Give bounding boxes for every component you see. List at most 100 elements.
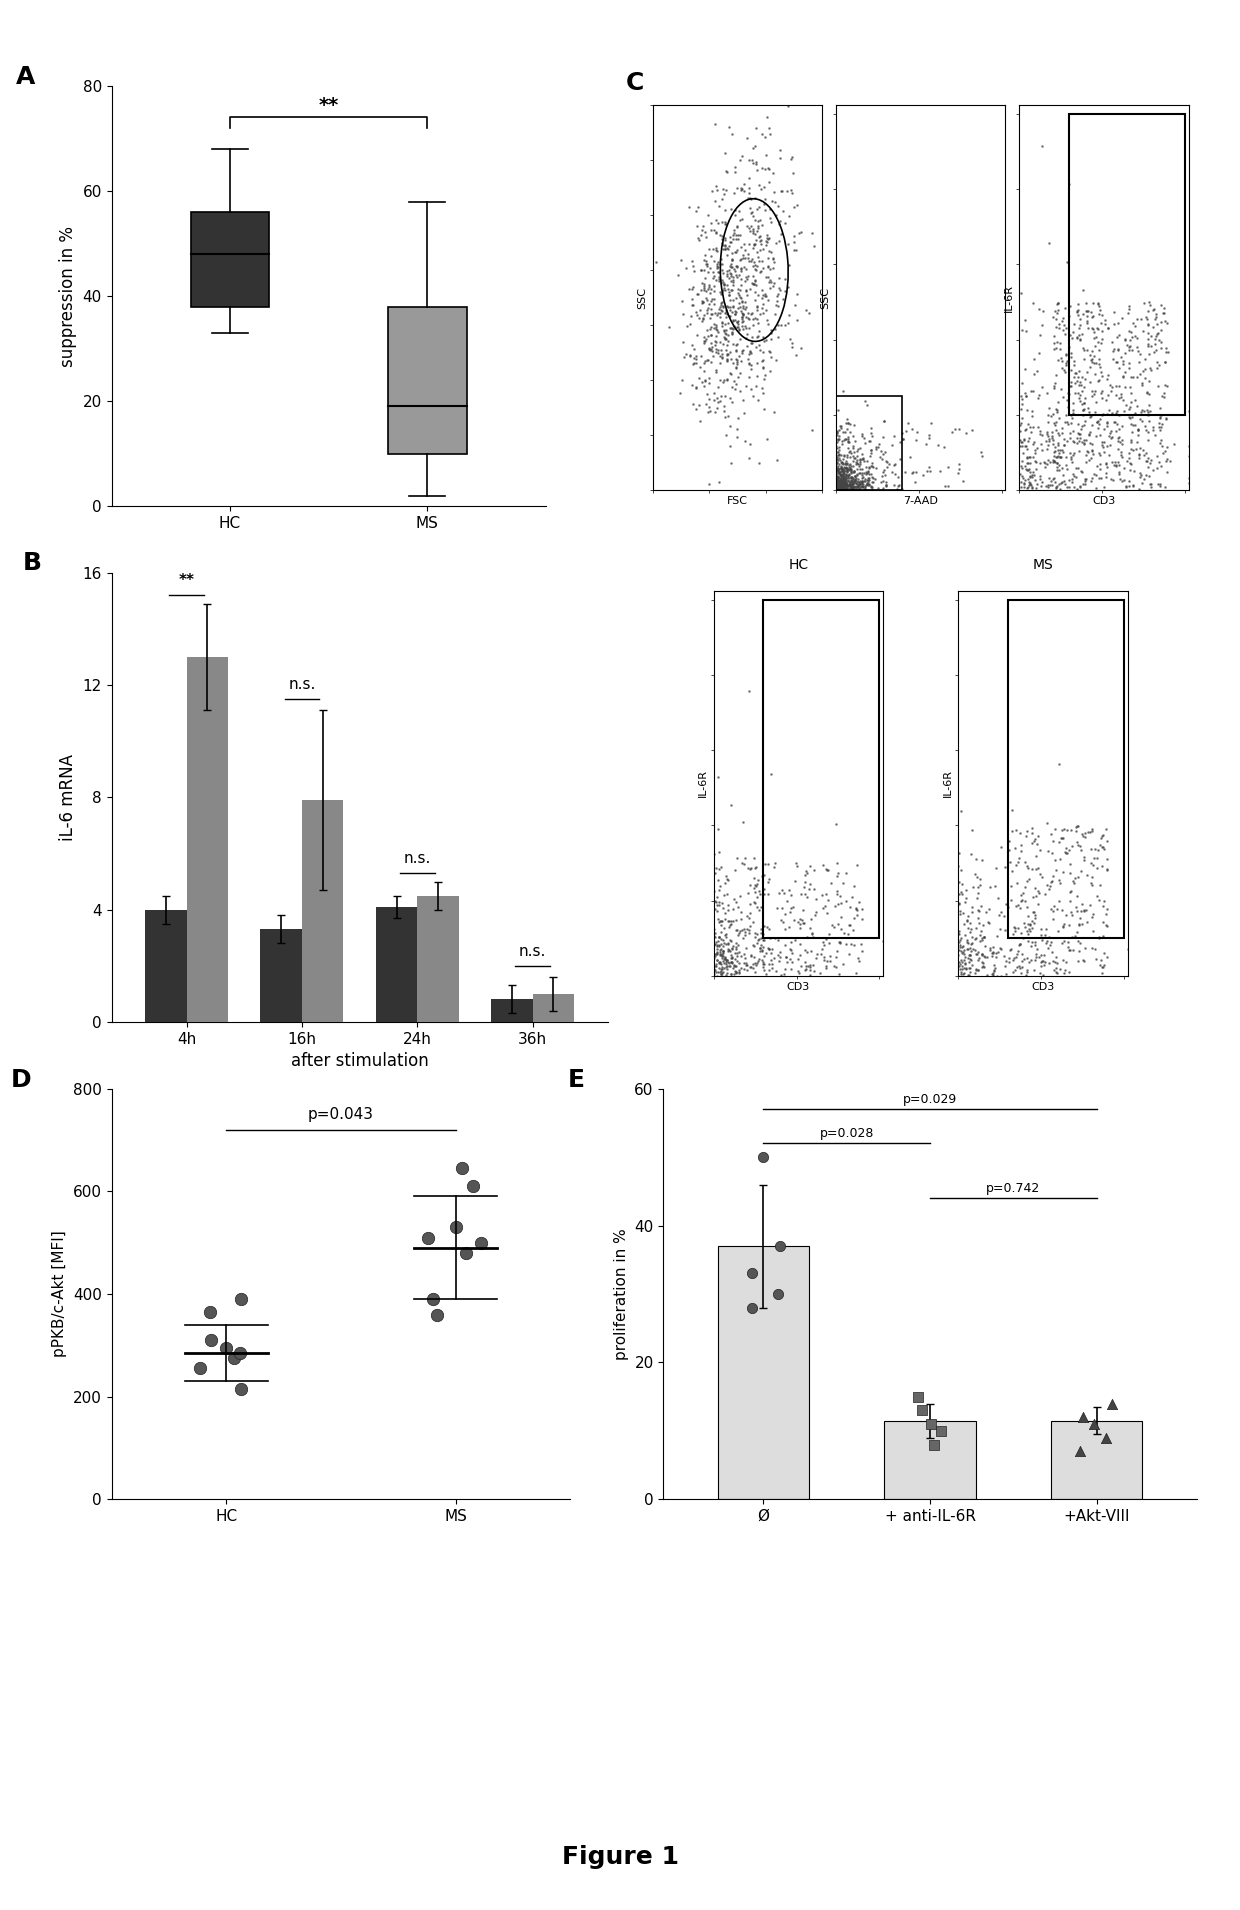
Point xyxy=(977,942,997,972)
Point xyxy=(1101,371,1121,401)
Point xyxy=(1149,472,1169,502)
Point xyxy=(1035,879,1055,909)
Point xyxy=(892,474,911,504)
Point xyxy=(1017,434,1037,464)
Point xyxy=(836,453,856,483)
Point xyxy=(1084,1410,1104,1440)
Point xyxy=(727,934,746,965)
Point xyxy=(828,445,848,476)
Point xyxy=(980,894,999,924)
Point xyxy=(1099,359,1118,390)
Point xyxy=(1104,309,1123,340)
Point xyxy=(730,323,750,353)
Point xyxy=(717,945,737,976)
Point xyxy=(743,380,763,411)
Point xyxy=(1050,434,1070,464)
Point xyxy=(797,936,817,966)
Point xyxy=(1132,395,1152,426)
Point xyxy=(851,445,870,476)
Point xyxy=(1080,816,1100,846)
Point xyxy=(875,445,895,476)
Point xyxy=(717,420,737,451)
Point xyxy=(1004,944,1024,974)
Point xyxy=(1147,453,1167,483)
Point xyxy=(715,302,735,332)
Point xyxy=(737,262,756,292)
Point xyxy=(1154,298,1174,329)
Point xyxy=(985,955,1004,986)
Point xyxy=(1030,951,1050,982)
Point xyxy=(758,101,777,132)
Point xyxy=(708,814,728,844)
Point xyxy=(742,942,761,972)
Point xyxy=(717,951,737,982)
Point xyxy=(766,344,786,374)
Point xyxy=(1024,955,1044,986)
Point xyxy=(687,319,707,350)
Point xyxy=(740,898,760,928)
Point xyxy=(832,460,852,491)
Point xyxy=(1003,945,1023,976)
Point xyxy=(1080,367,1100,397)
Point xyxy=(1047,441,1066,472)
Point xyxy=(826,462,846,493)
Point xyxy=(919,420,939,451)
Point xyxy=(751,892,771,923)
Bar xyxy=(418,896,459,1022)
Point xyxy=(1032,468,1052,499)
Point xyxy=(691,256,711,286)
Point xyxy=(743,930,763,961)
Point xyxy=(802,919,822,949)
Point xyxy=(701,319,720,350)
Point xyxy=(838,470,858,500)
Point xyxy=(1090,420,1110,451)
Point xyxy=(756,139,776,170)
Point xyxy=(711,934,730,965)
Point xyxy=(1081,835,1101,865)
Point xyxy=(991,932,1011,963)
Point xyxy=(744,842,764,873)
Point xyxy=(759,153,779,183)
Point xyxy=(753,861,773,892)
Point xyxy=(831,466,851,497)
Point xyxy=(1083,376,1102,407)
Point xyxy=(1023,428,1043,458)
Point xyxy=(1012,428,1032,458)
Point xyxy=(701,298,720,329)
Point xyxy=(1117,330,1137,361)
Point xyxy=(687,279,707,309)
Point xyxy=(862,435,882,466)
Point xyxy=(713,936,733,966)
Point xyxy=(1049,451,1069,481)
Point xyxy=(837,453,857,483)
Point xyxy=(813,243,833,273)
Point xyxy=(1138,330,1158,361)
Point xyxy=(713,233,733,264)
Point xyxy=(853,470,873,500)
Point xyxy=(833,453,853,483)
Point xyxy=(1053,858,1073,888)
Point xyxy=(1021,462,1040,493)
Point xyxy=(1121,378,1141,409)
Point xyxy=(689,390,709,420)
Point xyxy=(833,466,853,497)
Point xyxy=(1100,430,1120,460)
Point xyxy=(720,411,740,441)
Point xyxy=(1011,959,1030,989)
Point xyxy=(997,888,1017,919)
Point xyxy=(745,854,765,884)
Point xyxy=(707,300,727,330)
Point xyxy=(838,455,858,485)
Point xyxy=(1049,286,1069,317)
Point xyxy=(1017,453,1037,483)
Point xyxy=(698,346,718,376)
Point xyxy=(983,949,1003,980)
Point xyxy=(844,871,864,902)
Point xyxy=(776,942,796,972)
Point xyxy=(723,220,743,250)
Point xyxy=(1151,413,1171,443)
Point xyxy=(847,453,867,483)
Point xyxy=(744,246,764,277)
Point xyxy=(758,424,777,455)
Point xyxy=(779,229,799,260)
